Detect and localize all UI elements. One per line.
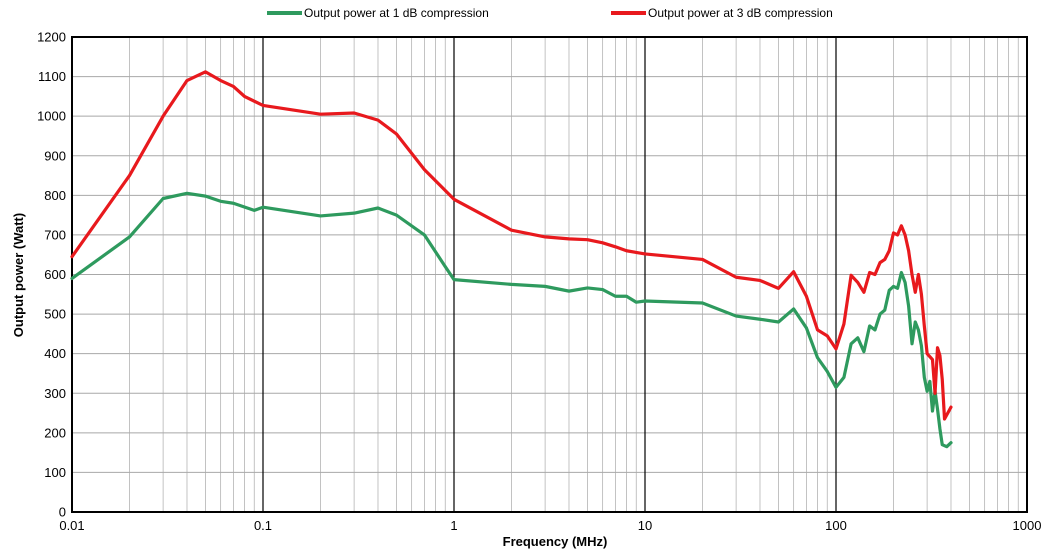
- y-axis-title: Output power (Watt): [11, 213, 26, 337]
- series-lines: [70, 70, 953, 449]
- y-tick-label: 600: [44, 267, 66, 282]
- y-tick-label: 0: [59, 505, 66, 520]
- legend-item-3db: Output power at 3 dB compression: [611, 6, 833, 20]
- x-axis-title: Frequency (MHz): [503, 534, 608, 549]
- y-tick-label: 1200: [37, 30, 66, 45]
- y-tick-label: 400: [44, 346, 66, 361]
- x-tick-label: 10: [638, 518, 652, 533]
- legend: Output power at 1 dB compression Output …: [267, 6, 833, 20]
- y-tick-label: 700: [44, 227, 66, 242]
- y-tick-label: 1000: [37, 109, 66, 124]
- legend-label-1db: Output power at 1 dB compression: [304, 6, 489, 20]
- y-tick-labels: 0 100 200 300 400 500 600 700 800 900 1000 1100 1200: [37, 30, 66, 520]
- y-tick-label: 500: [44, 307, 66, 322]
- y-tick-label: 1100: [38, 69, 66, 84]
- legend-label-3db: Output power at 3 dB compression: [648, 6, 833, 20]
- y-tick-label: 800: [44, 188, 66, 203]
- x-tick-label: 1: [450, 518, 457, 533]
- series-line-1db: [70, 191, 953, 449]
- series-line-3db: [70, 70, 953, 421]
- x-tick-label: 0.1: [254, 518, 272, 533]
- x-tick-label: 1000: [1013, 518, 1042, 533]
- y-tick-label: 200: [44, 425, 66, 440]
- minor-gridlines: [72, 37, 1027, 512]
- legend-item-1db: Output power at 1 dB compression: [267, 6, 489, 20]
- x-tick-labels: 0.01 0.1 1 10 100 1000: [59, 518, 1041, 533]
- plot-frame: [71, 36, 1028, 513]
- y-tick-label: 100: [44, 465, 66, 480]
- y-tick-label: 900: [44, 148, 66, 163]
- y-tick-label: 300: [44, 386, 66, 401]
- x-tick-label: 0.01: [59, 518, 84, 533]
- x-tick-label: 100: [825, 518, 847, 533]
- major-gridlines: [262, 37, 837, 512]
